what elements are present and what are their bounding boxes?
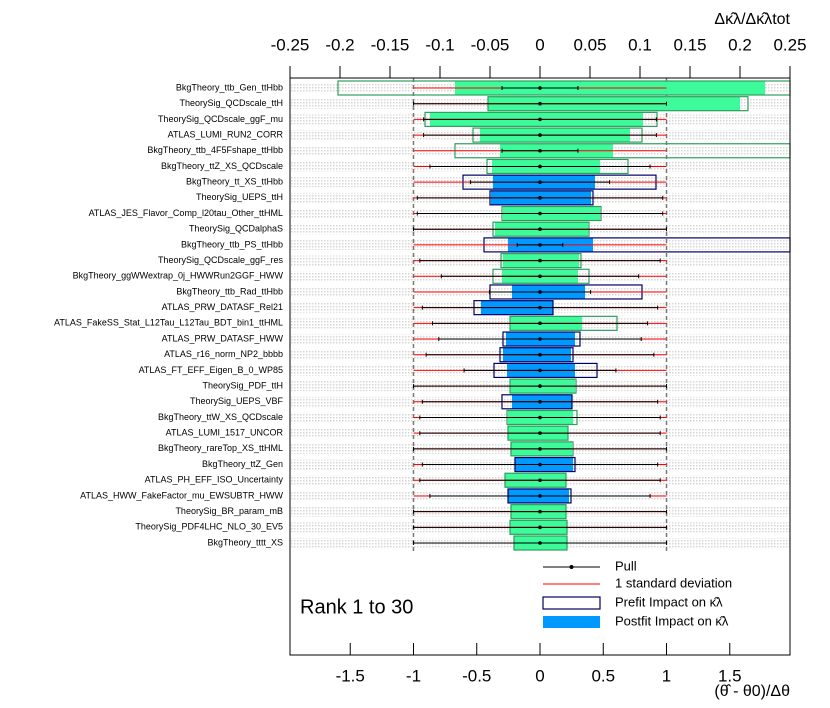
category-label: ATLAS_HWW_FakeFactor_mu_EWSUBTR_HWW bbox=[80, 490, 283, 500]
pull-point bbox=[538, 494, 542, 498]
category-label: ATLAS_FakeSS_Stat_L12Tau_L12Tau_BDT_bin1… bbox=[54, 318, 283, 328]
pull-point bbox=[538, 525, 542, 530]
category-label: BkgTheory_tt_XS_ttHbb bbox=[186, 177, 283, 187]
category-label: TheorySig_QCDscale_ttH bbox=[179, 98, 283, 108]
category-label: BkgTheory_ttW_XS_QCDscale bbox=[158, 412, 283, 422]
legend-postfit bbox=[543, 616, 600, 628]
x2-tick-label: 0.2 bbox=[728, 35, 752, 54]
x-tick-label: 0 bbox=[535, 666, 544, 685]
category-label: BkgTheory_ttZ_XS_QCDscale bbox=[161, 161, 283, 171]
legend-prefit bbox=[542, 596, 601, 610]
category-label: BkgTheory_ttZ_Gen bbox=[202, 459, 283, 469]
category-label: TheorySig_QCDalphaS bbox=[189, 224, 283, 234]
category-label: TheorySig_PDF4LHC_NLO_30_EV5 bbox=[135, 522, 283, 532]
pull-point bbox=[538, 290, 542, 294]
category-label: ATLAS_LUMI_RUN2_CORR bbox=[168, 129, 284, 139]
category-label: ATLAS_PRW_DATASF_HWW bbox=[162, 333, 284, 343]
pull-point bbox=[538, 462, 542, 467]
legend-pull-dot bbox=[569, 565, 574, 569]
x-tick-label: -1.5 bbox=[336, 666, 365, 685]
x-tick-label: 1 bbox=[662, 666, 671, 685]
category-label: ATLAS_FT_EFF_Eigen_B_0_WP85 bbox=[139, 365, 283, 375]
category-label: BkgTheory_ggWWextrap_0j_HWWRun2GGF_HWW bbox=[73, 271, 284, 281]
category-label: BkgTheory_ttb_4F5Fshape_ttHbb bbox=[147, 145, 283, 155]
legend-label: Prefit Impact on κ̂λ bbox=[615, 594, 723, 609]
pull-point bbox=[538, 368, 542, 373]
x2-tick-label: 0.1 bbox=[628, 35, 652, 54]
x2-tick-label: 0.15 bbox=[673, 35, 706, 54]
x-tick-label: 1.5 bbox=[718, 666, 742, 685]
x2-tick-label: -0.05 bbox=[471, 35, 510, 54]
pull-point bbox=[538, 447, 542, 451]
pull-point bbox=[538, 337, 542, 341]
pull-point bbox=[538, 101, 542, 106]
pull-point bbox=[538, 478, 542, 483]
pull-point bbox=[538, 164, 542, 169]
annotation: Rank 1 to 30 bbox=[300, 596, 413, 618]
pull-point bbox=[538, 133, 542, 137]
x2-tick-label: 0.05 bbox=[573, 35, 606, 54]
pull-point bbox=[538, 180, 542, 184]
pull-point bbox=[538, 258, 542, 263]
x2-tick-label: -0.1 bbox=[425, 35, 454, 54]
legend-label: Postfit Impact on κ̂λ bbox=[615, 613, 729, 628]
x2-tick-label: 0 bbox=[535, 35, 544, 54]
pull-point bbox=[538, 86, 542, 90]
pull-point bbox=[538, 321, 542, 326]
category-label: BkgTheory_ttb_PS_ttHbb bbox=[181, 239, 283, 249]
pull-point bbox=[538, 305, 542, 310]
category-label: TheorySig_UEPS_ttH bbox=[196, 192, 283, 202]
category-label: ATLAS_JES_Flavor_Comp_l20tau_Other_ttHML bbox=[89, 208, 283, 218]
x-tick-label: 0.5 bbox=[591, 666, 615, 685]
legend-label: Pull bbox=[615, 558, 637, 573]
pull-point bbox=[538, 148, 542, 153]
category-label: TheorySig_QCDscale_ggF_res bbox=[158, 255, 284, 265]
x-tick-label: -1 bbox=[406, 666, 421, 685]
pull-point bbox=[538, 384, 542, 388]
category-label: BkgTheory_tttt_XS bbox=[207, 537, 283, 547]
pull-point bbox=[538, 415, 542, 420]
x2-tick-label: -0.25 bbox=[271, 35, 310, 54]
category-label: TheorySig_QCDscale_ggF_mu bbox=[158, 114, 283, 124]
x2-tick-label: -0.2 bbox=[325, 35, 354, 54]
plot-area bbox=[337, 80, 791, 551]
pull-point bbox=[538, 196, 542, 200]
bottom-axis-title: (θ̂ - θ0)/Δθ bbox=[714, 683, 790, 700]
pull-point bbox=[538, 117, 542, 122]
pull-point bbox=[538, 509, 542, 514]
legend-label: 1 standard deviation bbox=[615, 575, 732, 590]
pull-point bbox=[538, 243, 542, 247]
category-label: TheorySig_BR_param_mB bbox=[175, 506, 283, 516]
category-label: ATLAS_PRW_DATASF_Rel21 bbox=[162, 302, 283, 312]
pull-point bbox=[538, 274, 542, 279]
category-label: ATLAS_r16_norm_NP2_bbbb bbox=[164, 349, 283, 359]
pull-point bbox=[538, 400, 542, 404]
x-tick-label: -0.5 bbox=[462, 666, 491, 685]
pull-point bbox=[538, 431, 542, 435]
category-label: ATLAS_LUMI_1517_UNCOR bbox=[166, 428, 284, 438]
category-label: BkgTheory_ttb_Gen_ttHbb bbox=[176, 82, 283, 92]
category-label: BkgTheory_rareTop_XS_ttHML bbox=[158, 443, 283, 453]
category-label: BkgTheory_ttb_Rad_ttHbb bbox=[176, 286, 283, 296]
x2-tick-label: -0.15 bbox=[371, 35, 410, 54]
category-label: ATLAS_PH_EFF_ISO_Uncertainty bbox=[145, 475, 284, 485]
category-label: TheorySig_PDF_ttH bbox=[202, 380, 283, 390]
pull-point bbox=[538, 352, 542, 357]
pull-point bbox=[538, 227, 542, 232]
pull-point bbox=[538, 211, 542, 216]
x2-tick-label: 0.25 bbox=[773, 35, 806, 54]
category-label: TheorySig_UEPS_VBF bbox=[190, 396, 284, 406]
pull-point bbox=[538, 541, 542, 545]
top-axis-title: Δκ̂λ/Δκ̂λtot bbox=[714, 11, 790, 28]
